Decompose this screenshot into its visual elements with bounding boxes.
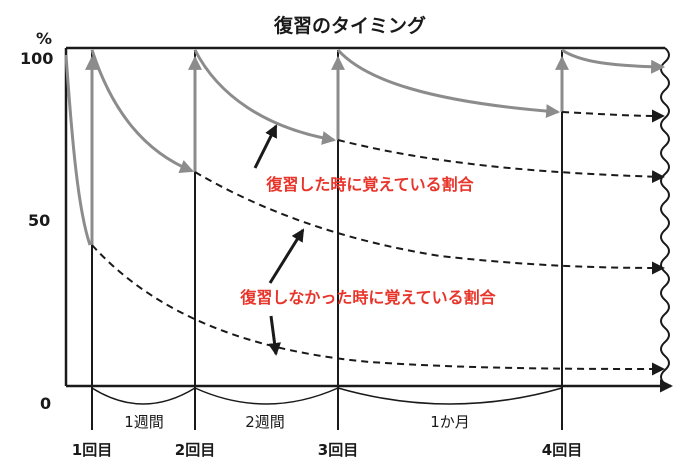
reviewed-curve-2 [90,49,194,174]
forgetting-curve-1 [91,244,665,376]
reviewed-curve-4 [336,48,561,119]
annotation-reviewed-retention: 復習した時に覚えている割合 [265,175,474,194]
interval-brace-2 [194,387,339,405]
annotation-arrow-not-reviewed-up [268,228,305,284]
interval-label-1month: 1か月 [430,413,470,431]
reviewed-curve-1 [64,54,92,246]
interval-label-2weeks: 2週間 [245,413,285,431]
interval-brace-3 [337,387,563,405]
interval-label-1week: 1週間 [124,413,164,431]
right-wavy-border [660,47,670,385]
session-label-1: 1回目 [72,441,112,459]
reviewed-curve-3 [193,49,337,145]
session-label-4: 4回目 [542,441,582,459]
y-tick-0: 0 [40,394,51,413]
session-label-3: 3回目 [318,441,358,459]
reviewed-curve-5 [561,48,666,74]
y-axis-unit-label: % [36,29,52,48]
y-tick-100: 100 [20,49,53,68]
annotation-not-reviewed-retention: 復習しなかった時に覚えている割合 [239,288,496,307]
forgetting-curve-3 [337,139,665,184]
forgetting-curve-4 [561,109,665,123]
annotation-arrow-reviewed [253,124,278,169]
diagram-title: 復習のタイミング [273,14,426,37]
session-label-2: 2回目 [175,441,215,459]
interval-brace-1 [91,387,196,405]
annotation-arrow-not-reviewed-down [268,315,282,356]
y-tick-50: 50 [28,211,50,230]
